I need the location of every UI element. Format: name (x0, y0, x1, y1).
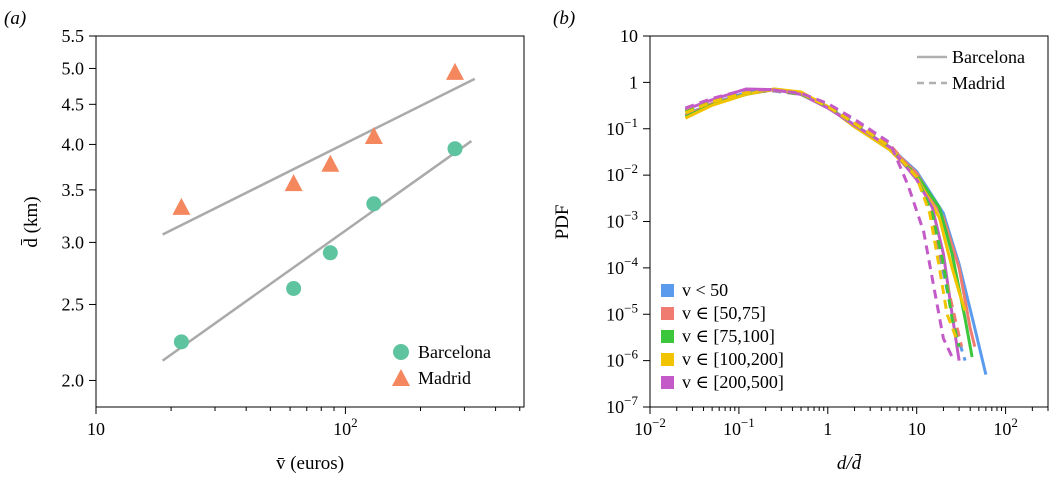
y-tick-label-exponent: −5 (624, 300, 638, 315)
y-tick-label-exponent: −2 (624, 161, 638, 176)
legend-color-label: v ∈ [100,200] (682, 349, 784, 369)
y-tick-label: 10−4 (606, 254, 638, 278)
panel-a-label: (a) (4, 8, 26, 29)
point-madrid (445, 62, 464, 80)
panel-b-xlabel-text: d/d̄ (837, 453, 862, 474)
y-tick-label: 4.0 (62, 134, 85, 154)
line-madrid-3 (684, 88, 958, 340)
y-tick-label: 10−2 (606, 161, 638, 185)
y-tick-label: 5.5 (62, 26, 85, 46)
y-tick-label: 1 (629, 72, 638, 92)
panel-b: (b) 10−2 10−1 1 10 102 10 1 10−1 10−2 10−3 10−4 10−… (552, 8, 1049, 474)
panel-a-ylabel: d̄ (km) (21, 196, 42, 247)
x-tick-label-exponent: 2 (1011, 415, 1018, 430)
y-tick-label: 10−7 (606, 393, 638, 417)
legend-color-swatch (661, 284, 674, 297)
panel-a-xlabel-text: v̄ (euros) (276, 453, 344, 474)
y-tick-label: 10−5 (606, 300, 638, 324)
panel-b-ylabel: PDF (552, 205, 573, 240)
y-tick-label: 2.0 (62, 370, 85, 390)
y-tick-label-exponent: −6 (624, 347, 638, 362)
legend-color-swatch (661, 353, 674, 366)
point-barcelona (366, 196, 382, 212)
panel-b-style-legend: Barcelona Madrid (917, 47, 1025, 93)
y-tick-label: 10−3 (606, 208, 638, 232)
panel-b-ylabel-text: PDF (552, 205, 573, 240)
y-tick-label-exponent: −3 (624, 208, 638, 223)
panel-a-ylabel-text: d̄ (km) (21, 196, 42, 247)
panel-a-legend: Barcelona Madrid (392, 342, 491, 388)
legend-madrid-label: Madrid (418, 368, 471, 388)
panel-b-color-legend: v < 50 v ∈ [50,75] v ∈ [75,100] v ∈ [100,20… (661, 280, 784, 392)
x-tick-label-exponent: −2 (652, 415, 666, 430)
x-tick-label: 1 (823, 419, 832, 439)
legend-color-swatch (661, 307, 674, 320)
legend-barcelona-style-label: Barcelona (952, 47, 1025, 67)
point-barcelona (286, 281, 302, 297)
legend-color-swatch (661, 330, 674, 343)
y-tick-label: 5.0 (62, 58, 85, 78)
y-tick-label: 2.5 (62, 294, 85, 314)
y-tick-label-exponent: −7 (624, 393, 638, 408)
point-barcelona (322, 245, 338, 261)
x-tick-label: 102 (333, 415, 358, 439)
legend-madrid-marker (392, 369, 410, 386)
legend-color-label: v ∈ [50,75] (682, 303, 766, 323)
legend-color-label: v ∈ [75,100] (682, 326, 775, 346)
panel-a: (a) 10 102 2.0 2.5 3.0 3.5 4.0 4.5 5.0 5.5 Barcel… (4, 8, 525, 474)
y-tick-label: 3.5 (62, 180, 85, 200)
panel-b-lines (684, 87, 988, 375)
legend-madrid-style-label: Madrid (952, 73, 1005, 93)
fit-line-barcelona (161, 140, 473, 362)
fit-line-madrid (162, 77, 476, 236)
legend-barcelona-marker (393, 344, 409, 360)
panel-b-xlabel: d/d̄ (837, 453, 862, 474)
point-barcelona (173, 334, 189, 350)
x-tick-label: 10−2 (634, 415, 666, 439)
legend-barcelona-label: Barcelona (418, 342, 491, 362)
y-tick-label: 4.5 (62, 94, 85, 114)
x-tick-label: 102 (993, 415, 1018, 439)
panel-a-points (172, 62, 464, 350)
x-tick-label-exponent: −1 (741, 415, 755, 430)
y-tick-label: 10−6 (606, 347, 638, 371)
x-tick-exponent: 2 (351, 415, 358, 430)
x-tick-label: 10 (87, 419, 105, 439)
x-tick-label: 10 (908, 419, 926, 439)
legend-color-label: v < 50 (682, 280, 728, 300)
panel-b-label: (b) (553, 8, 575, 29)
panel-a-ticks: 10 102 2.0 2.5 3.0 3.5 4.0 4.5 5.0 5.5 (62, 26, 521, 439)
y-tick-label-exponent: −4 (624, 254, 638, 269)
y-tick-label: 10 (620, 26, 638, 46)
point-madrid (172, 197, 191, 215)
y-tick-label: 10−1 (606, 115, 638, 139)
legend-color-swatch (661, 376, 674, 389)
point-barcelona (447, 141, 463, 157)
x-tick-label: 10−1 (723, 415, 755, 439)
point-madrid (364, 127, 383, 145)
y-tick-label-exponent: −1 (624, 115, 638, 130)
point-madrid (284, 174, 303, 192)
panel-a-fit-lines (161, 77, 476, 362)
panel-a-xlabel: v̄ (euros) (276, 453, 344, 474)
line-barcelona-3 (684, 87, 967, 312)
point-madrid (321, 154, 340, 172)
legend-color-label: v ∈ [200,500] (682, 372, 784, 392)
line-madrid-4 (684, 88, 954, 358)
panel-a-axes (95, 35, 525, 408)
y-tick-label: 3.0 (62, 232, 85, 252)
